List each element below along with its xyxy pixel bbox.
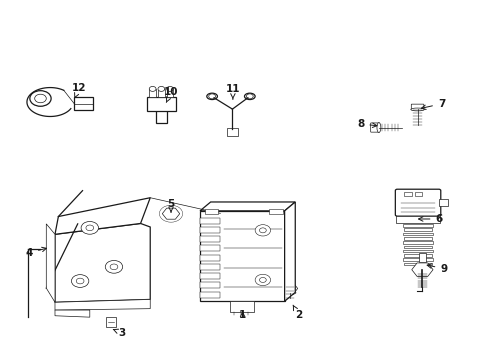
Text: 1: 1 <box>239 310 245 320</box>
Bar <box>414 192 422 196</box>
Bar <box>438 199 447 206</box>
Circle shape <box>149 86 156 91</box>
Bar <box>105 317 116 328</box>
Circle shape <box>255 225 270 236</box>
Circle shape <box>86 225 94 231</box>
Text: 4: 4 <box>26 247 46 258</box>
Ellipse shape <box>410 108 424 111</box>
Bar <box>404 237 431 239</box>
Bar <box>200 236 220 242</box>
Bar <box>149 89 156 97</box>
FancyBboxPatch shape <box>370 123 379 132</box>
Bar <box>403 233 432 235</box>
Circle shape <box>166 86 173 91</box>
Text: 3: 3 <box>113 328 126 338</box>
Ellipse shape <box>244 93 255 100</box>
Text: 10: 10 <box>163 87 178 103</box>
Bar <box>200 255 220 261</box>
Bar <box>74 98 93 110</box>
Circle shape <box>208 94 215 99</box>
Circle shape <box>158 86 164 91</box>
Bar <box>200 227 220 233</box>
Polygon shape <box>46 224 55 302</box>
Polygon shape <box>55 198 150 234</box>
Bar <box>226 128 238 136</box>
Text: 2: 2 <box>292 305 302 320</box>
Bar <box>404 262 431 265</box>
Polygon shape <box>284 202 295 301</box>
Circle shape <box>105 260 122 273</box>
Circle shape <box>259 278 265 283</box>
Bar <box>404 229 431 231</box>
Text: 9: 9 <box>427 264 447 274</box>
Bar <box>403 224 432 227</box>
Text: 11: 11 <box>225 84 240 99</box>
Circle shape <box>81 221 98 234</box>
Bar <box>403 241 432 244</box>
Circle shape <box>255 274 270 285</box>
Ellipse shape <box>376 123 380 132</box>
Bar <box>200 292 220 298</box>
Bar <box>403 192 411 196</box>
Circle shape <box>71 275 89 287</box>
Circle shape <box>110 264 118 270</box>
Bar <box>403 250 432 252</box>
Polygon shape <box>55 224 150 302</box>
Bar <box>200 264 220 270</box>
Polygon shape <box>55 300 150 310</box>
Circle shape <box>30 91 51 106</box>
Bar <box>204 210 218 214</box>
Bar <box>200 273 220 279</box>
Bar <box>200 246 220 251</box>
Polygon shape <box>200 202 295 211</box>
Bar <box>200 211 284 301</box>
Text: 6: 6 <box>418 214 442 224</box>
Bar <box>200 218 220 224</box>
Text: 8: 8 <box>356 119 376 129</box>
FancyBboxPatch shape <box>394 189 440 216</box>
Circle shape <box>259 228 265 233</box>
Ellipse shape <box>284 291 295 294</box>
Circle shape <box>35 94 46 103</box>
Bar <box>158 89 164 97</box>
Circle shape <box>76 278 84 284</box>
Bar <box>200 282 220 288</box>
Bar <box>268 210 282 214</box>
Ellipse shape <box>206 93 217 100</box>
Text: 7: 7 <box>421 99 445 109</box>
Bar <box>404 246 431 248</box>
Circle shape <box>246 94 253 99</box>
Text: 12: 12 <box>72 83 86 98</box>
Bar <box>404 254 431 257</box>
Bar <box>166 89 173 97</box>
Text: 5: 5 <box>167 199 174 212</box>
FancyBboxPatch shape <box>410 104 423 110</box>
Bar <box>395 215 439 222</box>
Bar <box>146 97 176 111</box>
Bar <box>230 301 254 312</box>
Bar <box>418 253 426 262</box>
Bar <box>155 109 167 123</box>
Bar <box>403 258 432 261</box>
Polygon shape <box>55 310 90 317</box>
